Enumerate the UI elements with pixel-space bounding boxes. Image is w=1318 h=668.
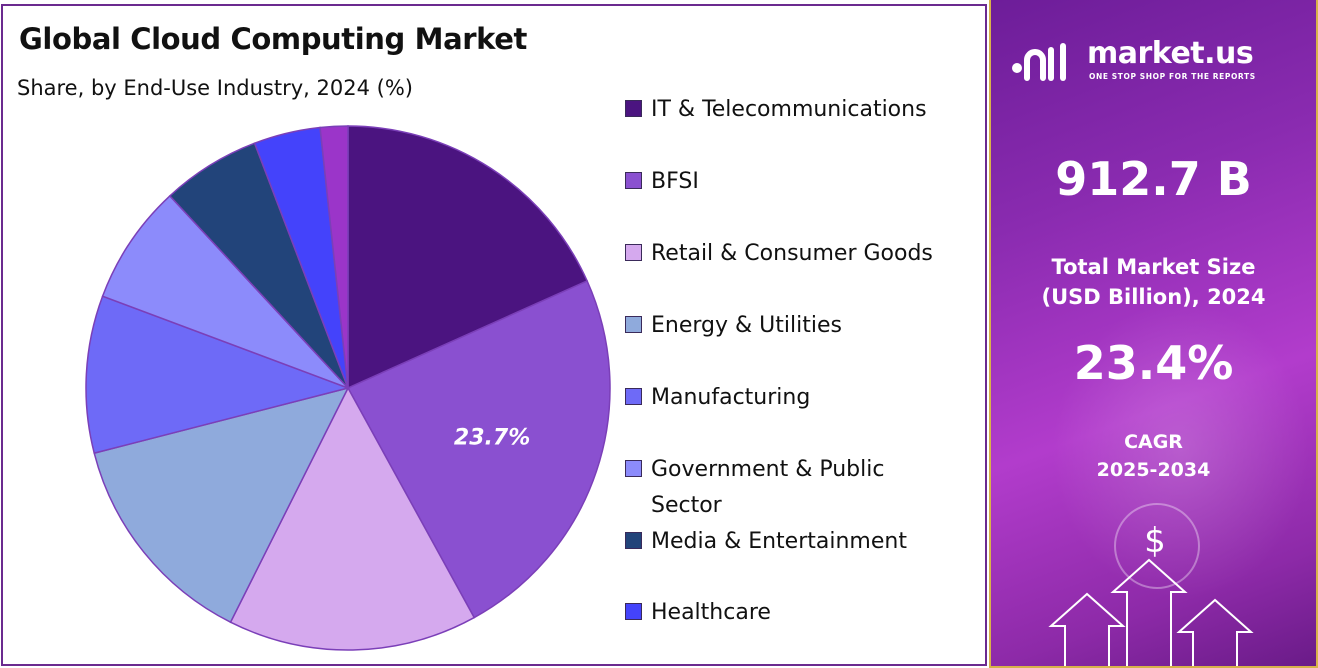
chart-title: Global Cloud Computing Market bbox=[19, 22, 527, 56]
legend-label: Energy & Utilities bbox=[651, 313, 842, 338]
market-size-label-line2: (USD Billion), 2024 bbox=[1041, 285, 1266, 309]
pie-slice-retail-consumer-goods bbox=[229, 386, 476, 651]
legend-label: Retail & Consumer Goods bbox=[651, 241, 933, 266]
legend-label: BFSI bbox=[651, 169, 699, 194]
market-us-logo-icon bbox=[1012, 43, 1066, 81]
pie-chart: 23.7% bbox=[85, 125, 611, 651]
pie-slice-manufacturing bbox=[85, 295, 351, 455]
legend-swatch bbox=[625, 100, 642, 117]
sidebar-panel: market.us ONE STOP SHOP FOR THE REPORTS … bbox=[989, 0, 1318, 668]
legend-swatch bbox=[625, 244, 642, 261]
pie-slice-others bbox=[319, 125, 349, 389]
legend-swatch bbox=[625, 460, 642, 477]
brand: market.us ONE STOP SHOP FOR THE REPORTS bbox=[1009, 36, 1309, 90]
cagr-label-line1: CAGR bbox=[1124, 431, 1183, 453]
chart-subtitle: Share, by End-Use Industry, 2024 (%) bbox=[17, 76, 413, 100]
legend-label: Healthcare bbox=[651, 600, 771, 625]
background-glow bbox=[1051, 300, 1311, 600]
market-size-value: 912.7 B bbox=[1055, 152, 1252, 206]
dollar-symbol: $ bbox=[1144, 521, 1166, 561]
pie-slice-energy-utilities bbox=[93, 386, 350, 624]
legend-swatch bbox=[625, 603, 642, 620]
legend-label: Media & Entertainment bbox=[651, 529, 907, 554]
brand-name: market.us bbox=[1087, 36, 1254, 71]
legend-label: Manufacturing bbox=[651, 385, 811, 410]
legend-swatch bbox=[625, 172, 642, 189]
legend-label: Government & Public Sector bbox=[651, 457, 885, 518]
pie-slice-bfsi bbox=[346, 279, 611, 619]
legend-swatch bbox=[625, 316, 642, 333]
pie-slice-government-public-sector bbox=[101, 194, 349, 389]
data-label: 23.7% bbox=[454, 425, 530, 450]
growth-arrows-icon: $ bbox=[1048, 503, 1254, 666]
legend-swatch bbox=[625, 532, 642, 549]
legend-swatch bbox=[625, 388, 642, 405]
brand-tagline: ONE STOP SHOP FOR THE REPORTS bbox=[1089, 72, 1256, 81]
pie-slice-it-telecommunications bbox=[347, 125, 589, 390]
market-size-label-line1: Total Market Size bbox=[1051, 255, 1256, 279]
chart-panel: Global Cloud Computing Market Share, by … bbox=[1, 4, 987, 666]
cagr-label-line2: 2025-2034 bbox=[1096, 459, 1211, 481]
cagr-value: 23.4% bbox=[1073, 336, 1234, 390]
legend-label: IT & Telecommunications bbox=[651, 97, 927, 122]
